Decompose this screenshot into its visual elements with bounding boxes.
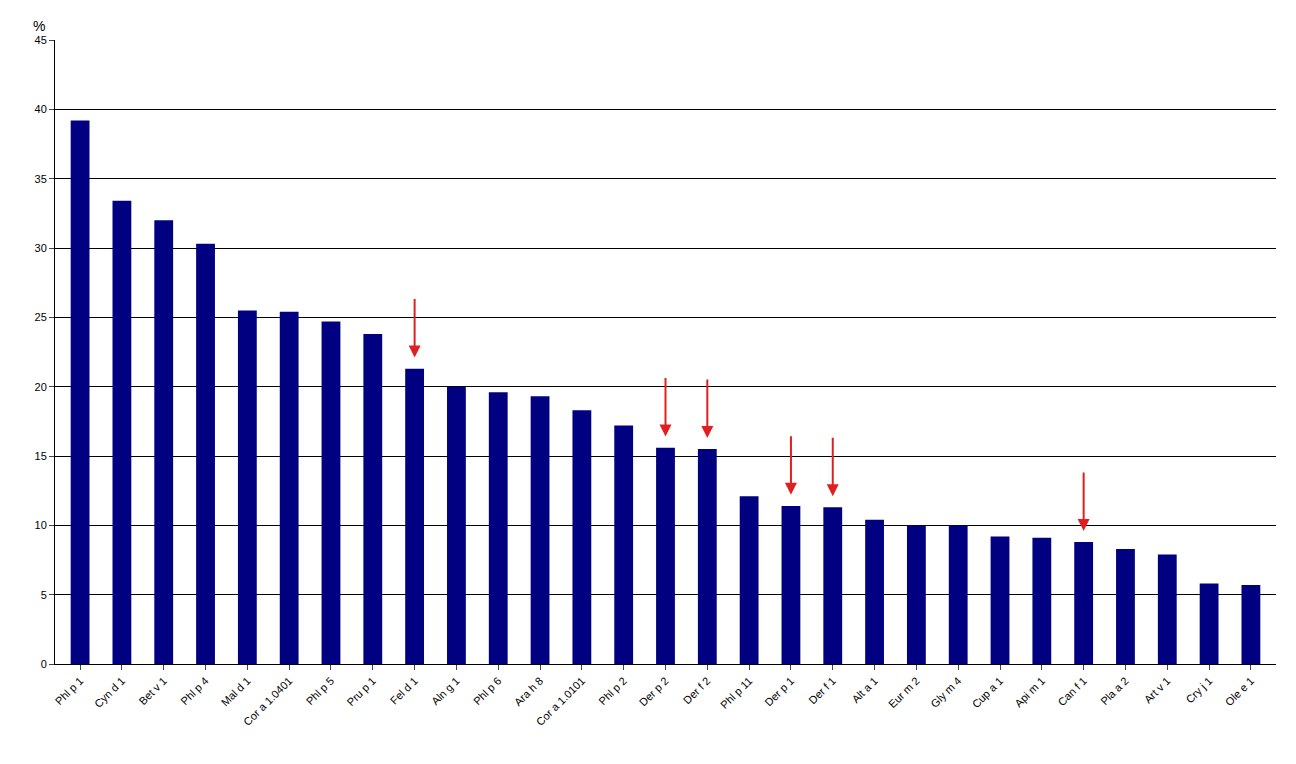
svg-text:Phl p 4: Phl p 4 [178, 675, 211, 708]
svg-text:%: % [33, 18, 45, 34]
svg-text:Phl p 11: Phl p 11 [718, 675, 754, 711]
svg-text:Cup a 1: Cup a 1 [970, 675, 1006, 711]
svg-text:Der f 1: Der f 1 [806, 675, 838, 707]
svg-text:Mal d 1: Mal d 1 [219, 675, 253, 709]
svg-text:30: 30 [35, 242, 47, 254]
svg-text:Phl p 6: Phl p 6 [471, 675, 504, 708]
svg-text:Phl p 1: Phl p 1 [53, 675, 86, 708]
svg-text:Can f 1: Can f 1 [1055, 675, 1089, 709]
svg-text:10: 10 [35, 519, 47, 531]
svg-text:Cyn d 1: Cyn d 1 [92, 675, 127, 710]
svg-text:Bet v 1: Bet v 1 [136, 675, 169, 708]
svg-text:Cor a 1.0101: Cor a 1.0101 [534, 675, 587, 728]
svg-text:25: 25 [35, 311, 47, 323]
svg-text:Phl p 2: Phl p 2 [596, 675, 629, 708]
svg-text:Der p 1: Der p 1 [762, 675, 796, 709]
svg-text:Ara h 8: Ara h 8 [512, 675, 546, 709]
svg-text:Der p 2: Der p 2 [637, 675, 671, 709]
svg-text:20: 20 [35, 381, 47, 393]
svg-text:Aln g 1: Aln g 1 [429, 675, 462, 708]
svg-text:Fel d 1: Fel d 1 [388, 675, 420, 707]
svg-text:Art v 1: Art v 1 [1142, 675, 1173, 706]
svg-text:0: 0 [41, 658, 47, 670]
svg-text:Api m 1: Api m 1 [1012, 675, 1047, 710]
svg-text:Der f 2: Der f 2 [681, 675, 713, 707]
svg-text:Eur m 2: Eur m 2 [886, 675, 922, 711]
svg-text:Ole e 1: Ole e 1 [1223, 675, 1257, 709]
svg-text:35: 35 [35, 173, 47, 185]
svg-text:45: 45 [35, 34, 47, 46]
svg-text:Cry j 1: Cry j 1 [1183, 675, 1214, 706]
svg-text:Cor a 1.0401: Cor a 1.0401 [241, 675, 294, 728]
svg-text:5: 5 [41, 589, 47, 601]
svg-text:Pru p 1: Pru p 1 [345, 675, 379, 709]
svg-text:40: 40 [35, 103, 47, 115]
svg-text:Gly m 4: Gly m 4 [928, 675, 963, 710]
svg-text:Phl p 5: Phl p 5 [304, 675, 337, 708]
svg-text:Alt a 1: Alt a 1 [849, 675, 880, 706]
svg-text:Pla a 2: Pla a 2 [1098, 675, 1131, 708]
svg-text:15: 15 [35, 450, 47, 462]
